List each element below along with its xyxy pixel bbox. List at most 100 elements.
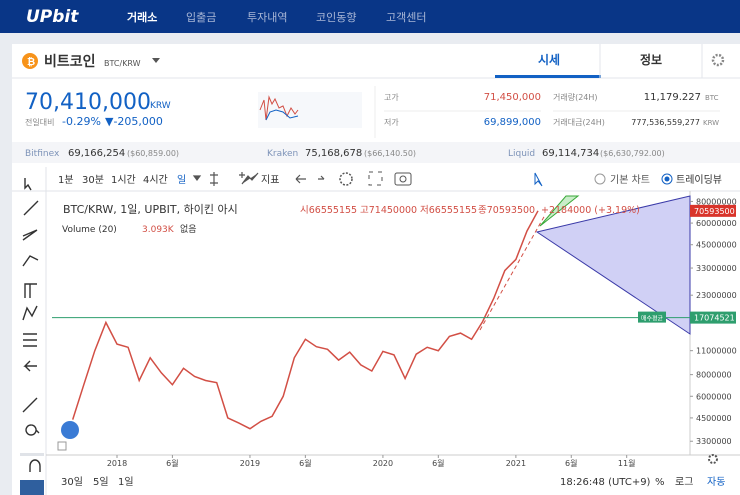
ohlc-close: 종70593500: [478, 205, 535, 216]
chart-title: BTC/KRW, 1일, UPBIT, 하이킨 아시: [63, 202, 238, 216]
price-line: [71, 210, 539, 430]
exchange-usd: ($6,630,792.00): [600, 149, 665, 158]
coin-icon-glyph: ₿: [27, 56, 35, 68]
exchange-krw: 69,114,734: [542, 148, 599, 159]
range[interactable]: 5일: [93, 476, 109, 488]
stat-unit: KRW: [703, 119, 719, 127]
stat-value: 69,899,000: [484, 117, 541, 128]
y-tick-label: 60000000: [696, 219, 737, 228]
y-tick-label: 33000000: [696, 264, 737, 273]
x-tick-label: 6월: [565, 458, 577, 468]
exchange-usd: ($66,140.50): [364, 149, 416, 158]
avg-label: 매수평균: [641, 315, 664, 323]
volume-label: Volume (20): [62, 225, 117, 235]
ohlc-high: 고71450000: [360, 205, 417, 216]
tab[interactable]: 시세: [538, 52, 560, 67]
volume-note: 없음: [180, 224, 197, 235]
nav-item[interactable]: 고객센터: [386, 11, 426, 24]
exchange-name: Kraken: [267, 149, 298, 159]
x-tick-label: 2019: [240, 459, 260, 468]
exchange-krw: 75,168,678: [305, 148, 362, 159]
toolbar-icon[interactable]: [192, 172, 325, 186]
radio[interactable]: [594, 173, 606, 185]
panel: [12, 44, 740, 495]
cursor-icon[interactable]: [534, 172, 543, 187]
last-price-box: [690, 204, 736, 217]
stat-label: 거래대금(24H): [553, 118, 605, 127]
tab-underline: [495, 75, 601, 78]
divider: [20, 453, 44, 456]
fullscreen-icon[interactable]: [368, 171, 383, 186]
range[interactable]: 1일: [118, 476, 134, 488]
y-tick-label: 11000000: [696, 347, 737, 356]
exchange-name: Bitfinex: [25, 149, 60, 159]
change-amount: ▼-205,000: [105, 115, 163, 128]
nav-item[interactable]: 코인동향: [316, 11, 356, 24]
logo-badge: [61, 421, 79, 439]
interval[interactable]: 30분: [82, 174, 104, 186]
mini-chart-bg: [258, 92, 362, 128]
coin-pair: BTC/KRW: [104, 59, 141, 68]
interval[interactable]: 1분: [58, 174, 74, 186]
x-tick-label: 6월: [299, 458, 311, 468]
avg-value-box: [690, 311, 736, 324]
y-tick-label: 6000000: [696, 392, 732, 401]
drawing-tool[interactable]: [22, 178, 41, 472]
drawing-fan[interactable]: [539, 195, 580, 227]
camera-icon[interactable]: [394, 172, 412, 186]
price: 70,410,000: [25, 90, 151, 115]
y-tick-label: 3300000: [696, 437, 732, 446]
nav-item[interactable]: 입출금: [186, 11, 216, 24]
trend-line[interactable]: [479, 214, 546, 331]
ohlc-low: 저66555155: [420, 205, 477, 216]
axis-option[interactable]: 로그: [675, 477, 693, 488]
stat-unit: BTC: [705, 94, 719, 102]
y-tick-label: 80000000: [696, 197, 737, 206]
exchange-row: [12, 142, 740, 163]
interval[interactable]: 1시간: [111, 174, 136, 186]
exchange-name: Liquid: [508, 149, 535, 159]
axis-option[interactable]: %: [655, 477, 665, 488]
settings-icon[interactable]: [711, 53, 725, 67]
stat-value: 11,179.227: [644, 92, 701, 103]
chart-mode[interactable]: 기본 차트: [610, 174, 650, 186]
stat-label: 거래량(24H): [553, 92, 598, 102]
tab[interactable]: 정보: [640, 52, 662, 67]
stat-label: 고가: [384, 93, 399, 102]
x-tick-label: 2020: [373, 459, 393, 468]
radio-dot: [664, 176, 670, 182]
price-unit: KRW: [150, 101, 171, 111]
mini-chart: [265, 109, 299, 121]
x-tick-label: 6월: [166, 458, 178, 468]
y-tick-label: 8000000: [696, 371, 732, 380]
y-tick-label: 23000000: [696, 291, 737, 300]
dropdown-arrow[interactable]: [152, 58, 160, 63]
avg-label-box: [638, 311, 666, 323]
axis-option[interactable]: 자동: [707, 476, 725, 488]
coin-name: 비트코인: [44, 53, 96, 70]
chart-mode[interactable]: 트레이딩뷰: [676, 174, 722, 186]
change-label: 전일대비: [25, 117, 54, 127]
logo[interactable]: UPbit: [26, 7, 79, 27]
nav-item[interactable]: 거래소: [127, 10, 157, 24]
interval[interactable]: 4시간: [143, 174, 168, 186]
avg-value: 17074521: [694, 314, 735, 323]
range[interactable]: 30일: [61, 476, 83, 488]
change-rate: -0.29%: [62, 115, 101, 128]
chart-icon: [57, 441, 67, 451]
nav-item[interactable]: 투자내역: [247, 11, 287, 24]
volume-value: 3.093K: [142, 225, 175, 235]
settings-icon[interactable]: [708, 454, 718, 464]
indicator-button[interactable]: 지표: [261, 174, 279, 186]
stat-value: 71,450,000: [484, 92, 541, 103]
settings-icon[interactable]: [339, 172, 353, 186]
x-tick-label: 6월: [432, 458, 444, 468]
radio[interactable]: [661, 173, 673, 185]
collapse-button[interactable]: [20, 480, 44, 495]
interval[interactable]: 일: [177, 174, 186, 186]
drawing-triangle[interactable]: [535, 195, 691, 335]
ohlc-change: +2184000 (+3.19%): [541, 205, 640, 216]
camera-icon: [399, 175, 407, 183]
